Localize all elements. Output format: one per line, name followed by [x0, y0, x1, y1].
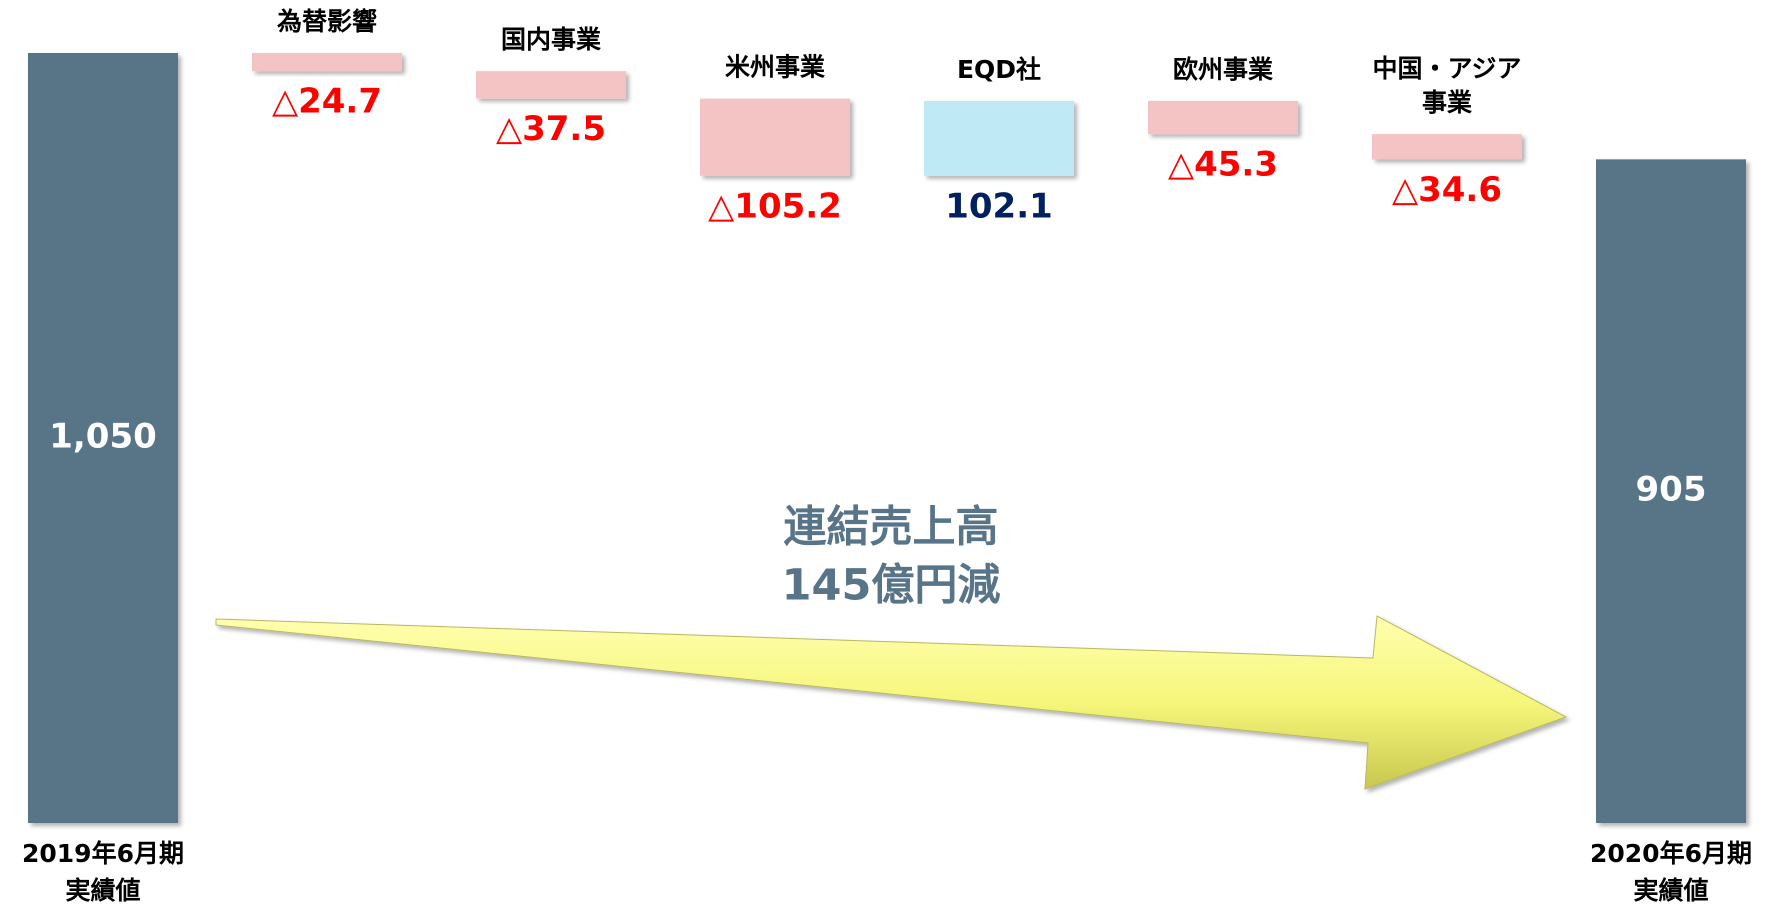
- bar: [1596, 159, 1746, 824]
- value-label: 1,050: [49, 417, 157, 457]
- category-label: EQD社: [957, 55, 1041, 84]
- value-label: 905: [1636, 470, 1707, 510]
- category-label: 米州事業: [725, 53, 825, 82]
- annotation: 連結売上高: [784, 503, 999, 553]
- annotation: 145億円減: [782, 561, 1001, 611]
- category-label: 実績値: [1633, 876, 1708, 905]
- category-label: 事業: [1422, 88, 1472, 117]
- bar: [1148, 100, 1298, 135]
- category-label: 実績値: [65, 876, 140, 905]
- bar: [924, 100, 1074, 176]
- category-label: 中国・アジア: [1372, 54, 1521, 83]
- value-label: △105.2: [708, 186, 842, 226]
- bar: [1372, 134, 1522, 160]
- category-label: 為替影響: [277, 7, 377, 36]
- value-label: △45.3: [1168, 145, 1278, 185]
- bar: [28, 53, 178, 823]
- trend-arrow: [215, 615, 1568, 790]
- value-label: △34.6: [1392, 170, 1502, 210]
- value-label: 102.1: [945, 186, 1053, 226]
- bar: [700, 98, 850, 176]
- bar: [476, 71, 626, 99]
- value-label: △24.7: [272, 82, 382, 122]
- category-label: 2020年6月期: [1590, 839, 1752, 868]
- value-label: △37.5: [496, 109, 606, 149]
- category-label: 国内事業: [501, 25, 601, 54]
- category-label: 欧州事業: [1173, 55, 1273, 84]
- category-label: 2019年6月期: [22, 839, 184, 868]
- bar: [252, 53, 402, 72]
